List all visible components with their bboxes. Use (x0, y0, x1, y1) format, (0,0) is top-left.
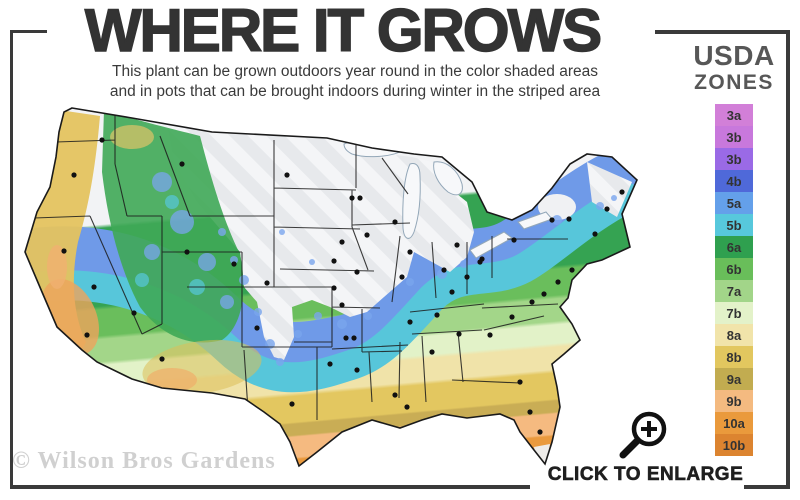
city-dot (454, 242, 460, 248)
legend-swatch-7a: 7a (715, 280, 753, 302)
mountain-blue-speckles (144, 172, 234, 309)
city-dot (537, 429, 543, 435)
city-dot (327, 361, 333, 367)
city-dot (477, 259, 483, 265)
subtitle-line-1: This plant can be grown outdoors year ro… (112, 63, 598, 80)
city-dot (517, 379, 523, 385)
usda-zones-legend: USDA ZONES 3a 3b 3b 4b 5a 5b 6a 6b 7a 7b 8a 8b 9a 9b 1… (693, 40, 775, 456)
city-dot (339, 239, 345, 245)
watermark: © Wilson Bros Gardens (12, 448, 276, 474)
eastern-wa-yellow (110, 125, 154, 149)
city-dot (566, 216, 572, 222)
city-dot (404, 404, 410, 410)
city-dot (429, 349, 435, 355)
city-dot (392, 392, 398, 398)
city-dot (592, 231, 598, 237)
city-dot (511, 237, 517, 243)
city-dot (71, 172, 77, 178)
city-dot (179, 161, 185, 167)
city-dot (456, 331, 462, 337)
city-dot (399, 274, 405, 280)
city-dot (264, 280, 270, 286)
legend-swatch-5a: 5a (715, 192, 753, 214)
legend-swatch-10b: 10b (715, 434, 753, 456)
frame-top-left-line (10, 30, 47, 33)
city-dot (392, 219, 398, 225)
frame-left-line (10, 30, 13, 489)
city-dot (509, 314, 515, 320)
frame-top-right-line (655, 30, 790, 34)
city-dots (61, 137, 625, 435)
frame-bottom-left-line (10, 485, 530, 489)
city-dot (354, 269, 360, 275)
city-dot (449, 289, 455, 295)
legend-swatch-10a: 10a (715, 412, 753, 434)
city-dot (61, 248, 67, 254)
city-dot (434, 312, 440, 318)
city-dot (349, 195, 355, 201)
city-dot (364, 232, 370, 238)
city-dot (289, 401, 295, 407)
legend-title-usda: USDA (693, 40, 775, 71)
city-dot (569, 267, 575, 273)
frame-right-line (786, 30, 790, 489)
city-dot (91, 284, 97, 290)
striped-area (167, 124, 474, 360)
legend-swatch-5b: 5b (715, 214, 753, 236)
city-dot (331, 258, 337, 264)
legend-swatch-9b: 9b (715, 390, 753, 412)
city-dot (184, 249, 190, 255)
city-dot (407, 319, 413, 325)
city-dot (541, 291, 547, 297)
south-az-peach (147, 368, 197, 392)
map-fill-layers (25, 108, 637, 466)
city-dot (464, 274, 470, 280)
page-title: WHERE IT GROWS (84, 0, 603, 65)
magnifier-plus-icon[interactable] (612, 406, 674, 468)
legend-swatch-6a: 6a (715, 236, 753, 258)
us-outline (24, 107, 638, 468)
city-dot (343, 335, 349, 341)
frame-bottom-right-line (744, 485, 790, 489)
city-dot (619, 189, 625, 195)
city-dot (604, 206, 610, 212)
city-dot (331, 285, 337, 291)
city-dot (555, 279, 561, 285)
legend-title-zones: ZONES (694, 71, 774, 94)
city-dot (254, 325, 260, 331)
click-to-enlarge-label[interactable]: CLICK TO ENLARGE (547, 464, 744, 486)
city-dot (357, 195, 363, 201)
city-dot (351, 335, 357, 341)
legend-swatch-6b: 6b (715, 258, 753, 280)
central-valley-peach (47, 245, 67, 289)
legend-swatch-4b: 4b (715, 170, 753, 192)
city-dot (131, 310, 137, 316)
city-dot (441, 267, 447, 273)
city-dot (339, 302, 345, 308)
city-dot (159, 356, 165, 362)
subtitle: This plant can be grown outdoors year ro… (55, 62, 655, 102)
legend-swatch-8a: 8a (715, 324, 753, 346)
city-dot (549, 217, 555, 223)
city-dot (407, 249, 413, 255)
legend-swatch-9a: 9a (715, 368, 753, 390)
city-dot (84, 332, 90, 338)
city-dot (529, 299, 535, 305)
state-borders (33, 114, 568, 420)
legend-swatch-3a: 3a (715, 104, 753, 126)
legend-swatch-3b: 3b (715, 126, 753, 148)
usda-zone-map[interactable] (12, 102, 662, 468)
legend-swatch-7b: 7b (715, 302, 753, 324)
legend-swatch-3b: 3b (715, 148, 753, 170)
subtitle-line-2: and in pots that can be brought indoors … (109, 83, 601, 100)
city-dot (231, 261, 237, 267)
legend-items: 3a 3b 3b 4b 5a 5b 6a 6b 7a 7b 8a 8b 9a 9b 10a 10b (693, 104, 775, 456)
city-dot (487, 332, 493, 338)
city-dot (99, 137, 105, 143)
legend-swatch-8b: 8b (715, 346, 753, 368)
city-dot (354, 367, 360, 373)
city-dot (284, 172, 290, 178)
city-dot (527, 409, 533, 415)
